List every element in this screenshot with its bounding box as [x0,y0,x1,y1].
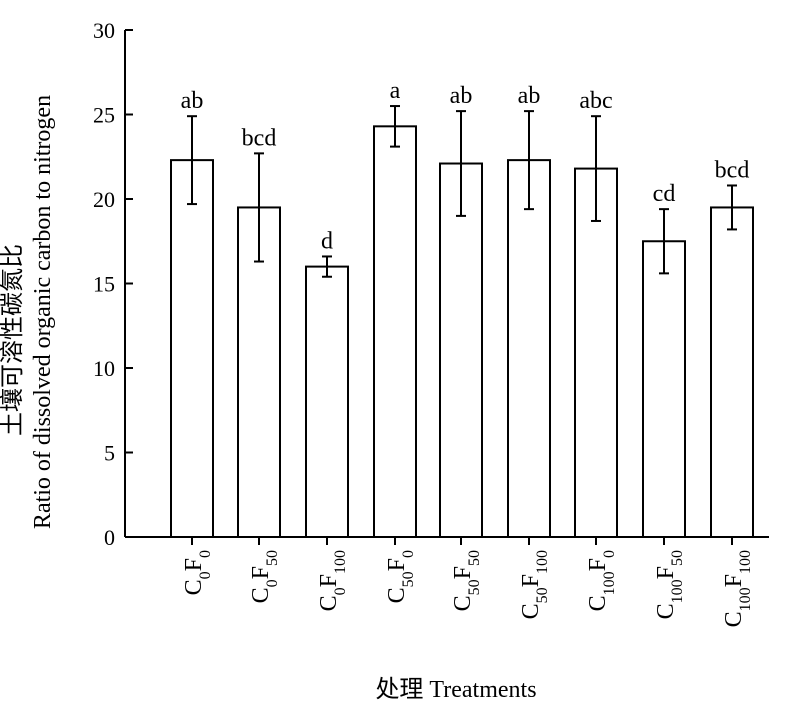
x-category-label-8: C100F100 [721,550,754,627]
bar-0 [170,159,214,538]
y-axis-title-chinese: 土壤可溶性碳氮比 [0,244,26,436]
significance-label-8: bcd [715,157,750,183]
bar-3 [373,125,417,539]
x-axis-title: 处理 Treatments [375,676,536,703]
y-tick-label: 25 [93,103,115,128]
y-tick-label: 0 [104,525,115,550]
y-tick-label: 5 [104,441,115,466]
significance-label-5: ab [518,83,541,109]
significance-label-2: d [321,228,333,254]
x-category-label-6: C100F0 [585,550,618,611]
bar-2 [305,265,349,538]
bar-8 [710,206,754,538]
significance-label-7: cd [653,181,676,207]
significance-label-1: bcd [242,125,277,151]
x-category-label-7: C100F50 [653,550,686,619]
bar-6 [574,167,618,539]
y-tick-label: 20 [93,187,115,212]
x-category-label-4: C50F50 [450,550,483,611]
bar-7 [642,240,686,538]
bars-layer [170,105,754,539]
significance-label-4: ab [450,83,473,109]
y-tick-label: 10 [93,356,115,381]
axes-layer: 0 5 10 15 20 25 30 [93,18,769,550]
y-axis-title-english: Ratio of dissolved organic carbon to nit… [30,95,56,529]
significance-label-6: abc [579,88,612,114]
x-category-label-2: C0F100 [316,550,349,611]
y-tick-label: 15 [93,272,115,297]
x-category-label-3: C50F0 [384,550,417,603]
labels-layer: ab C0F0 bcd C0F50 d C0F100 a C50F0 ab C50F50 ab C50… [181,78,754,627]
x-category-label-5: C50F100 [518,550,551,619]
significance-label-0: ab [181,88,204,114]
bar-5 [507,159,551,538]
significance-label-3: a [390,78,401,104]
y-tick-label: 30 [93,18,115,43]
x-category-label-1: C0F50 [248,550,281,603]
x-category-label-0: C0F0 [181,550,214,595]
bar-4 [439,162,483,538]
